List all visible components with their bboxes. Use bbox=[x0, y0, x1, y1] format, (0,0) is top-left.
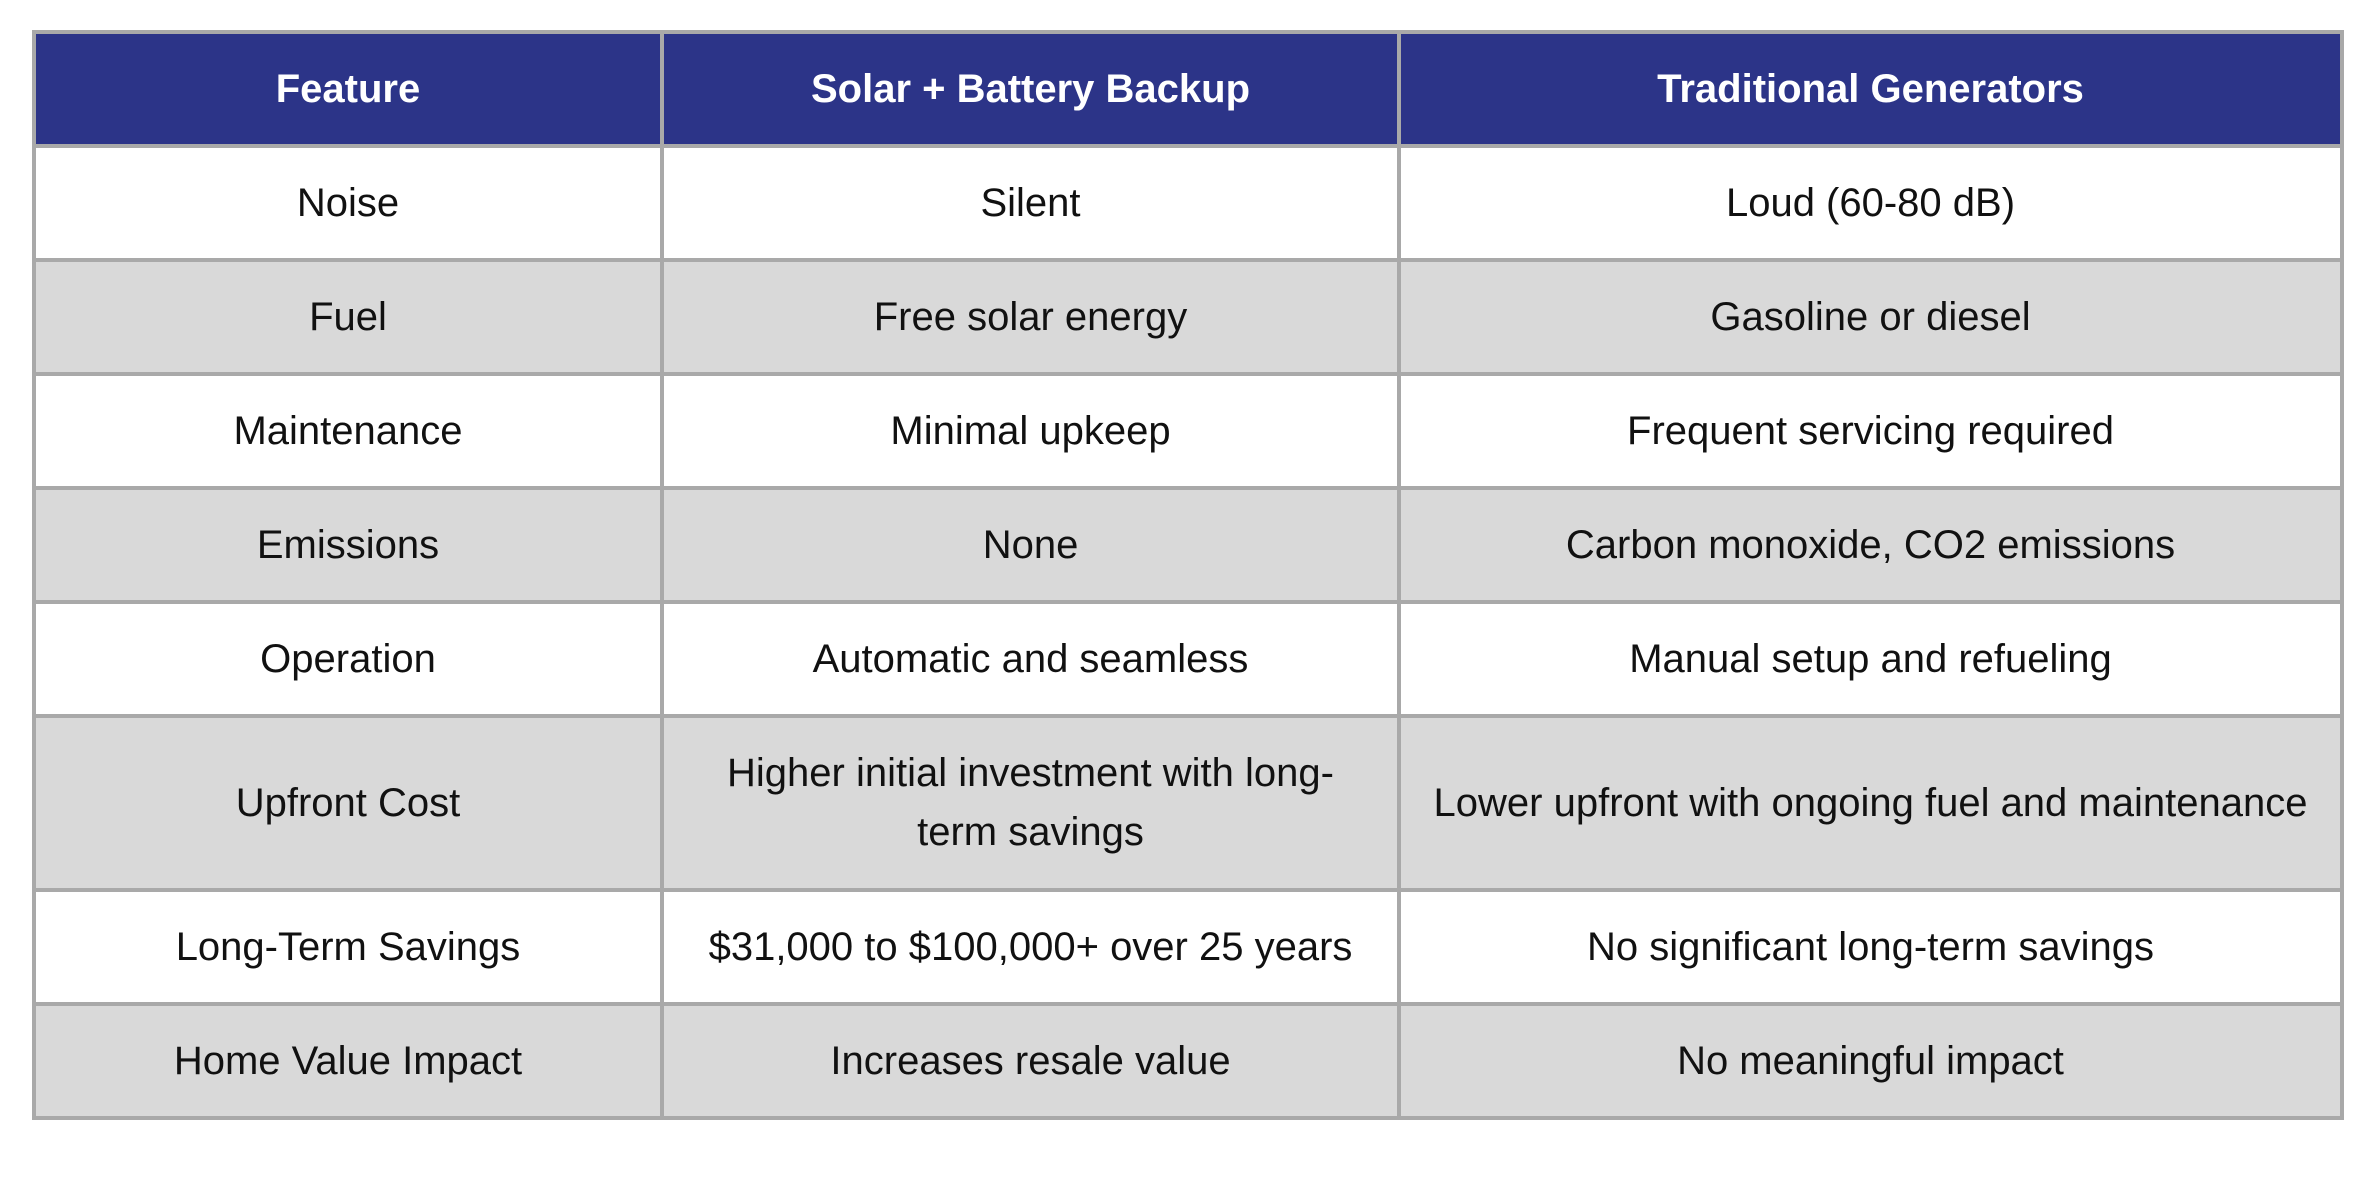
table-row: Operation Automatic and seamless Manual … bbox=[32, 600, 2344, 718]
column-header-feature: Feature bbox=[32, 30, 664, 148]
feature-cell: Upfront Cost bbox=[32, 714, 664, 892]
feature-cell: Maintenance bbox=[32, 372, 664, 490]
generator-cell: Manual setup and refueling bbox=[1397, 600, 2344, 718]
generator-cell: Gasoline or diesel bbox=[1397, 258, 2344, 376]
feature-cell: Home Value Impact bbox=[32, 1002, 664, 1120]
solar-cell: Free solar energy bbox=[660, 258, 1401, 376]
feature-cell: Fuel bbox=[32, 258, 664, 376]
solar-cell: Silent bbox=[660, 144, 1401, 262]
table-row: Home Value Impact Increases resale value… bbox=[32, 1002, 2344, 1120]
comparison-table-container: Feature Solar + Battery Backup Tradition… bbox=[32, 30, 2344, 1120]
table-row: Upfront Cost Higher initial investment w… bbox=[32, 714, 2344, 892]
generator-cell: Carbon monoxide, CO2 emissions bbox=[1397, 486, 2344, 604]
generator-cell: No meaningful impact bbox=[1397, 1002, 2344, 1120]
feature-cell: Noise bbox=[32, 144, 664, 262]
table-row: Fuel Free solar energy Gasoline or diese… bbox=[32, 258, 2344, 376]
generator-cell: Frequent servicing required bbox=[1397, 372, 2344, 490]
table-row: Maintenance Minimal upkeep Frequent serv… bbox=[32, 372, 2344, 490]
solar-cell: Higher initial investment with long-term… bbox=[660, 714, 1401, 892]
feature-cell: Operation bbox=[32, 600, 664, 718]
table-row: Emissions None Carbon monoxide, CO2 emis… bbox=[32, 486, 2344, 604]
solar-cell: Minimal upkeep bbox=[660, 372, 1401, 490]
table-body: Noise Silent Loud (60-80 dB) Fuel Free s… bbox=[32, 144, 2344, 1120]
solar-cell: Increases resale value bbox=[660, 1002, 1401, 1120]
generator-cell: Loud (60-80 dB) bbox=[1397, 144, 2344, 262]
header-row: Feature Solar + Battery Backup Tradition… bbox=[32, 30, 2344, 148]
table-header: Feature Solar + Battery Backup Tradition… bbox=[32, 30, 2344, 148]
generator-cell: No significant long-term savings bbox=[1397, 888, 2344, 1006]
column-header-generators: Traditional Generators bbox=[1397, 30, 2344, 148]
feature-cell: Emissions bbox=[32, 486, 664, 604]
table-row: Noise Silent Loud (60-80 dB) bbox=[32, 144, 2344, 262]
solar-cell: $31,000 to $100,000+ over 25 years bbox=[660, 888, 1401, 1006]
column-header-solar-battery: Solar + Battery Backup bbox=[660, 30, 1401, 148]
generator-cell: Lower upfront with ongoing fuel and main… bbox=[1397, 714, 2344, 892]
comparison-table: Feature Solar + Battery Backup Tradition… bbox=[32, 30, 2344, 1120]
table-row: Long-Term Savings $31,000 to $100,000+ o… bbox=[32, 888, 2344, 1006]
solar-cell: None bbox=[660, 486, 1401, 604]
solar-cell: Automatic and seamless bbox=[660, 600, 1401, 718]
feature-cell: Long-Term Savings bbox=[32, 888, 664, 1006]
